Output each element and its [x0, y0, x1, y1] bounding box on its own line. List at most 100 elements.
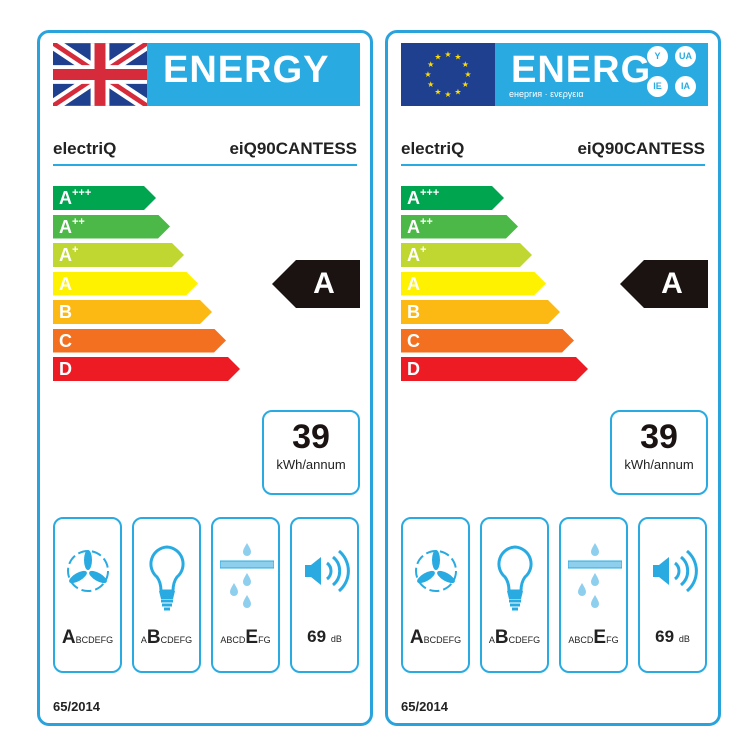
class-post: CDEFG — [160, 635, 193, 645]
class-selected: B — [494, 627, 509, 648]
consumption-value: 39 — [292, 418, 330, 456]
class-selected: E — [245, 627, 259, 648]
noise-level: 69 dB — [292, 627, 357, 647]
class-letter: A — [407, 216, 420, 237]
rating-arrow: A — [620, 260, 708, 308]
consumption-box: 39 kWh/annum — [262, 410, 360, 495]
class-pre: ABCD — [568, 635, 594, 645]
class-plus: + — [420, 244, 427, 256]
energy-class-bar: A — [53, 272, 198, 296]
banner-title: ENERG — [511, 49, 652, 91]
class-pre: A — [140, 635, 147, 645]
consumption-value: 39 — [640, 418, 678, 456]
class-letter: A — [407, 188, 420, 208]
fan-efficiency-box: ABCDEFG — [53, 517, 122, 673]
class-plus: ++ — [72, 215, 85, 228]
banner-title: ENERGY — [163, 49, 330, 91]
energy-class-bar: A+ — [401, 243, 532, 267]
svg-text:★: ★ — [444, 90, 451, 99]
class-letter: C — [407, 330, 420, 351]
class-plus: + — [72, 244, 79, 256]
rating-arrow: A — [272, 260, 360, 308]
language-badge: IE — [647, 76, 668, 97]
energy-class-bar: C — [401, 329, 574, 353]
class-letter: A — [59, 216, 72, 237]
grease-filter-box: ABCDEFG — [559, 517, 628, 673]
svg-text:★: ★ — [427, 60, 434, 69]
class-selected: A — [409, 627, 424, 648]
model-number: eiQ90CANTESS — [229, 139, 357, 158]
eu-flag-icon: ★ ★ ★ ★ ★ ★ ★ ★ ★ ★ ★ ★ — [401, 43, 495, 106]
noise-value: 69 — [655, 627, 675, 646]
class-letter: A — [407, 245, 420, 265]
language-badge: UA — [675, 46, 696, 67]
divider — [53, 164, 357, 166]
language-badge: Y — [647, 46, 668, 67]
energy-class-bar: A+++ — [401, 186, 504, 210]
model-number: eiQ90CANTESS — [577, 139, 705, 158]
svg-text:★: ★ — [454, 53, 461, 62]
energy-class-bar: C — [53, 329, 226, 353]
regulation-number: 65/2014 — [53, 699, 100, 714]
class-letter: A — [59, 245, 72, 265]
noise-unit: dB — [678, 634, 690, 644]
uk-flag-icon — [53, 43, 147, 106]
class-letter: A — [59, 188, 72, 208]
class-pre: ABCD — [220, 635, 246, 645]
energy-class-bar: D — [401, 357, 588, 381]
class-plus: +++ — [420, 187, 440, 199]
class-scale: ABCDEFG — [213, 627, 278, 649]
class-scale: ABCDEFG — [55, 627, 120, 649]
class-plus: +++ — [72, 187, 92, 199]
svg-text:★: ★ — [454, 87, 461, 96]
class-scale: ABCDEFG — [561, 627, 626, 649]
consumption-box: 39 kWh/annum — [610, 410, 708, 495]
class-scale: ABCDEFG — [134, 627, 199, 649]
svg-text:★: ★ — [444, 50, 451, 59]
noise-level: 69 dB — [640, 627, 705, 647]
noise-box: 69 dB — [638, 517, 707, 673]
energy-class-bar: A — [401, 272, 546, 296]
energy-class-bar: A+ — [53, 243, 184, 267]
svg-text:★: ★ — [434, 53, 441, 62]
energy-class-bar: B — [401, 300, 560, 324]
energy-label: ★ ★ ★ ★ ★ ★ ★ ★ ★ ★ ★ ★ ENERG енергия · ενεργεια Y UA IE… — [385, 30, 721, 726]
lighting-efficiency-box: ABCDEFG — [480, 517, 549, 673]
noise-value: 69 — [307, 627, 327, 646]
noise-box: 69 dB — [290, 517, 359, 673]
lighting-efficiency-box: ABCDEFG — [132, 517, 201, 673]
class-selected: A — [61, 627, 76, 648]
svg-text:★: ★ — [462, 80, 469, 89]
class-letter: B — [407, 302, 420, 322]
noise-unit: dB — [330, 634, 342, 644]
energy-class-bar: A++ — [401, 215, 518, 239]
consumption-unit: kWh/annum — [624, 457, 694, 472]
class-post: CDEFG — [508, 635, 541, 645]
regulation-number: 65/2014 — [401, 699, 448, 714]
class-letter: D — [407, 359, 420, 379]
svg-text:★: ★ — [464, 70, 471, 79]
fan-efficiency-box: ABCDEFG — [401, 517, 470, 673]
class-post: FG — [606, 635, 619, 645]
class-letter: B — [59, 302, 72, 322]
class-plus: ++ — [420, 215, 433, 228]
svg-text:★: ★ — [427, 80, 434, 89]
class-scale: ABCDEFG — [403, 627, 468, 649]
class-pre: A — [488, 635, 495, 645]
energy-banner: ENERGY — [147, 43, 360, 106]
class-selected: E — [593, 627, 607, 648]
class-letter: C — [59, 330, 72, 351]
svg-text:★: ★ — [434, 87, 441, 96]
brand-name: electriQ — [401, 139, 465, 158]
class-post: FG — [258, 635, 271, 645]
class-letter: A — [59, 273, 72, 294]
class-letter: A — [407, 273, 420, 294]
energy-class-bar: A+++ — [53, 186, 156, 210]
class-selected: B — [146, 627, 161, 648]
grease-filter-box: ABCDEFG — [211, 517, 280, 673]
class-letter: D — [59, 359, 72, 379]
language-badge: IA — [675, 76, 696, 97]
brand-name: electriQ — [53, 139, 117, 158]
divider — [401, 164, 705, 166]
class-scale: ABCDEFG — [482, 627, 547, 649]
